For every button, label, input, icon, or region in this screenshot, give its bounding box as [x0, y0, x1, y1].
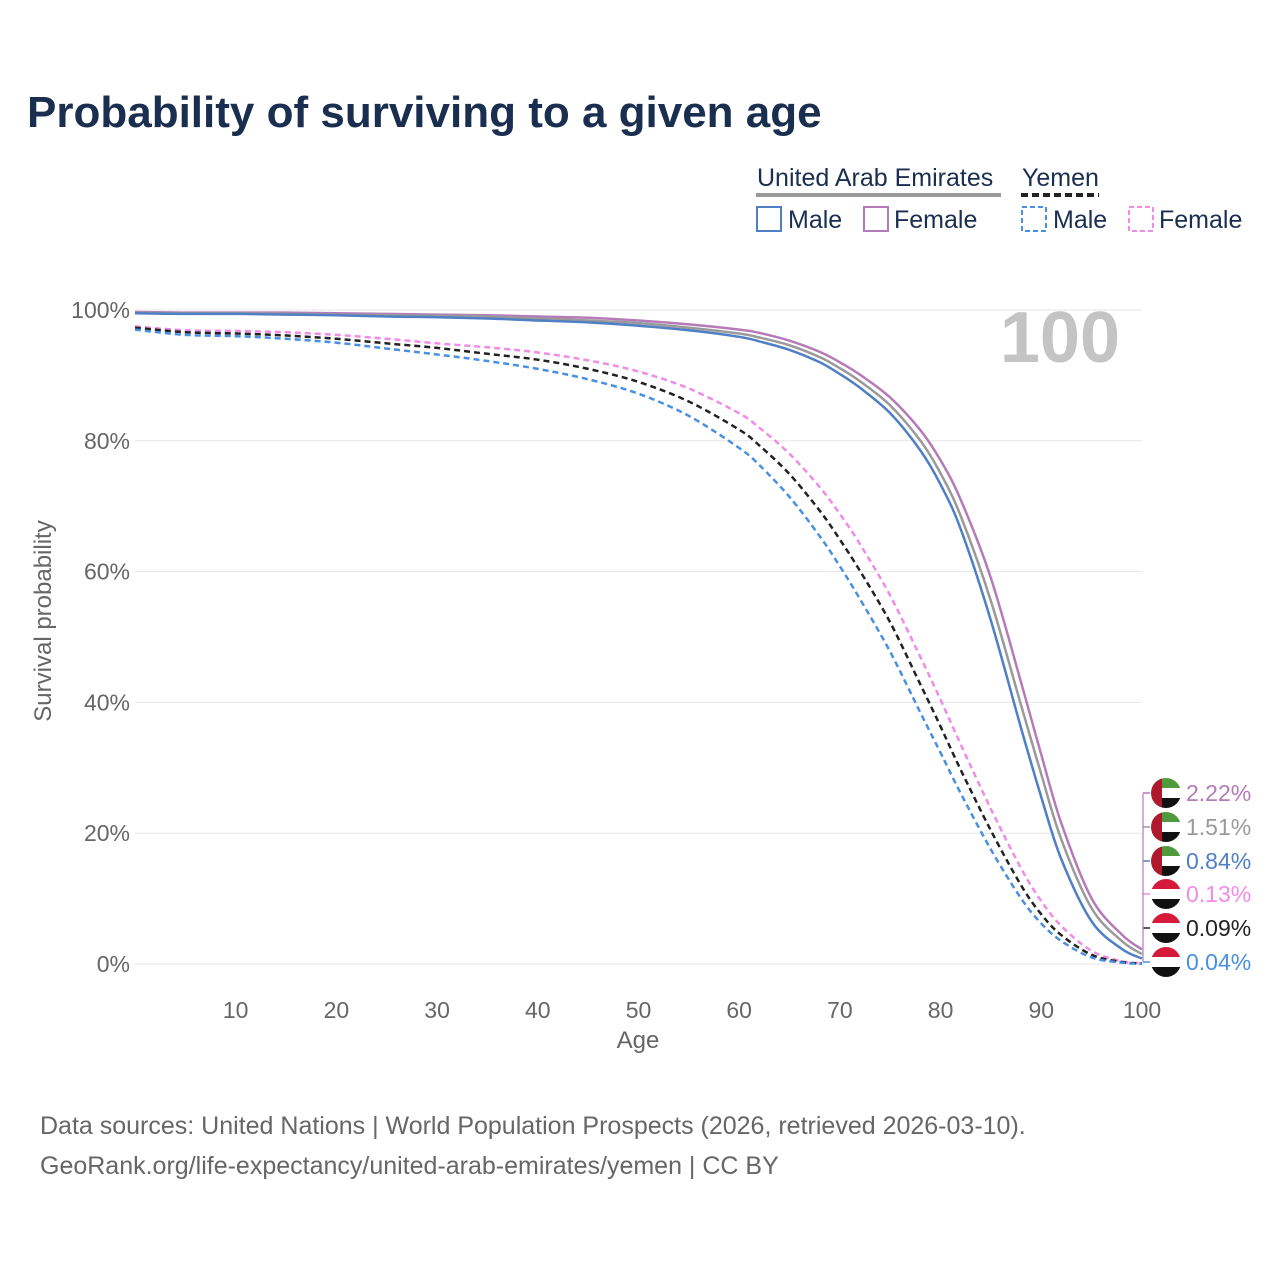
end-label: 1.51%: [1143, 812, 1251, 842]
y-tick-label: 60%: [84, 559, 130, 585]
y-tick-label: 0%: [97, 951, 130, 977]
uae-flag-icon: [1151, 812, 1181, 842]
x-tick-label: 70: [827, 997, 853, 1023]
x-tick-label: 50: [626, 997, 652, 1023]
x-tick-label: 90: [1029, 997, 1055, 1023]
end-label: 0.13%: [1143, 879, 1251, 909]
x-tick-label: 100: [1123, 997, 1161, 1023]
end-label: 0.09%: [1143, 913, 1251, 943]
end-labels: 2.22% 1.51% 0.84% 0.13% 0.09% 0.04%: [1142, 778, 1251, 977]
uae-flag-icon: [1151, 846, 1181, 876]
legend: United Arab Emirates Male Female Yemen M…: [756, 164, 1242, 234]
series-line-2: [134, 312, 1143, 960]
x-axis-title: Age: [617, 1027, 660, 1054]
series-line-3: [134, 325, 1143, 965]
legend-swatch-yemen-male[interactable]: [1021, 206, 1047, 232]
legend-label-uae-male[interactable]: Male: [788, 206, 842, 234]
x-tick-label: 30: [424, 997, 450, 1023]
end-label: 0.84%: [1143, 846, 1251, 876]
y-tick-label: 20%: [84, 820, 130, 846]
chart-title: Probability of surviving to a given age: [27, 88, 822, 137]
end-label-value: 2.22%: [1186, 780, 1251, 806]
legend-label-uae-female[interactable]: Female: [894, 206, 977, 234]
legend-country-yemen: Yemen: [1022, 164, 1099, 192]
x-tick-label: 60: [726, 997, 752, 1023]
x-tick-label: 80: [928, 997, 954, 1023]
end-label-value: 0.04%: [1186, 949, 1251, 975]
legend-group-uae[interactable]: United Arab Emirates Male Female: [756, 164, 1001, 234]
end-label-value: 0.84%: [1186, 848, 1251, 874]
source-note: Data sources: United Nations | World Pop…: [40, 1106, 1026, 1186]
x-tick-labels: 10 20 30 40 50 60 70 80 90 100: [223, 997, 1161, 1023]
series-line-0: [134, 310, 1143, 951]
yemen-flag-icon: [1151, 879, 1181, 909]
uae-flag-icon: [1151, 778, 1181, 808]
series-line-4: [134, 326, 1143, 965]
gridlines: [135, 309, 1142, 965]
source-link[interactable]: GeoRank.org/life-expectancy/united-arab-…: [40, 1152, 779, 1180]
legend-swatch-yemen-female[interactable]: [1128, 206, 1154, 232]
frame-age-label: 100: [1000, 298, 1120, 378]
x-tick-label: 10: [223, 997, 249, 1023]
legend-country-uae: United Arab Emirates: [757, 164, 993, 192]
y-axis-title: Survival probability: [30, 520, 57, 721]
x-tick-label: 20: [324, 997, 350, 1023]
end-label-value: 1.51%: [1186, 814, 1251, 840]
legend-label-yemen-female[interactable]: Female: [1159, 206, 1242, 234]
end-label: 2.22%: [1143, 778, 1251, 808]
legend-label-yemen-male[interactable]: Male: [1053, 206, 1107, 234]
legend-group-yemen[interactable]: Yemen Male Female: [1021, 164, 1242, 234]
legend-swatch-uae-female[interactable]: [863, 206, 889, 232]
y-tick-label: 100%: [71, 297, 130, 323]
end-label-value: 0.13%: [1186, 881, 1251, 907]
end-label-value: 0.09%: [1186, 915, 1251, 941]
y-tick-label: 80%: [84, 428, 130, 454]
source-line: Data sources: United Nations | World Pop…: [40, 1112, 1026, 1140]
legend-swatch-uae-male[interactable]: [756, 206, 782, 232]
yemen-flag-icon: [1151, 913, 1181, 943]
end-label: 0.04%: [1143, 947, 1251, 977]
series-line-5: [134, 328, 1143, 965]
y-tick-labels: 0% 20% 40% 60% 80% 100%: [71, 297, 130, 977]
x-tick-label: 40: [525, 997, 551, 1023]
series-line-1: [134, 311, 1143, 956]
yemen-flag-icon: [1151, 947, 1181, 977]
series-lines: [134, 310, 1143, 965]
y-tick-label: 40%: [84, 689, 130, 715]
